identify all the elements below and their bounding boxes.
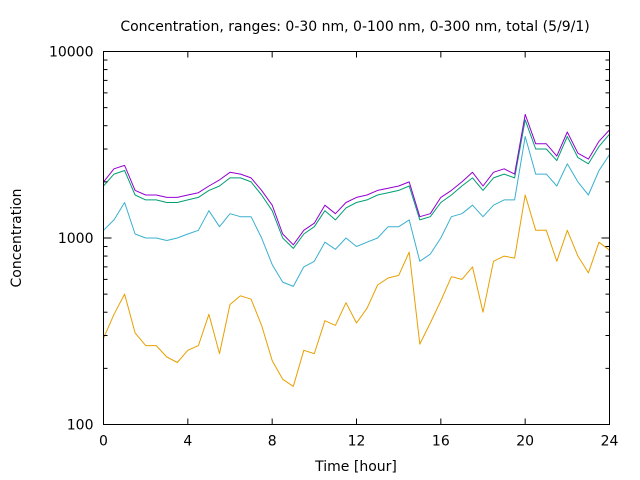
x-tick-label: 12 bbox=[348, 434, 366, 450]
x-tick-label: 20 bbox=[516, 434, 534, 450]
x-tick-label: 24 bbox=[601, 434, 619, 450]
series-line-3 bbox=[103, 119, 610, 249]
y-tick-label: 10000 bbox=[49, 45, 94, 61]
x-tick-label: 16 bbox=[432, 434, 450, 450]
x-tick-label: 8 bbox=[268, 434, 277, 450]
series-line-1 bbox=[103, 194, 610, 387]
x-tick-label: 4 bbox=[183, 434, 192, 450]
series-line-4 bbox=[103, 113, 610, 246]
plot-frame bbox=[103, 51, 610, 425]
y-axis-label: Concentration bbox=[9, 188, 25, 287]
x-axis-label: Time [hour] bbox=[314, 459, 397, 475]
y-tick-label: 100 bbox=[67, 418, 94, 434]
x-axis: 0 4 8 12 16 20 24 bbox=[99, 51, 619, 450]
y-tick-label: 1000 bbox=[58, 231, 94, 247]
series-line-2 bbox=[103, 136, 610, 287]
x-tick-label: 0 bbox=[99, 434, 108, 450]
chart-title: Concentration, ranges: 0-30 nm, 0-100 nm… bbox=[120, 19, 589, 35]
plot-lines bbox=[103, 113, 610, 387]
y-axis: 100 1000 10000 bbox=[49, 45, 610, 434]
